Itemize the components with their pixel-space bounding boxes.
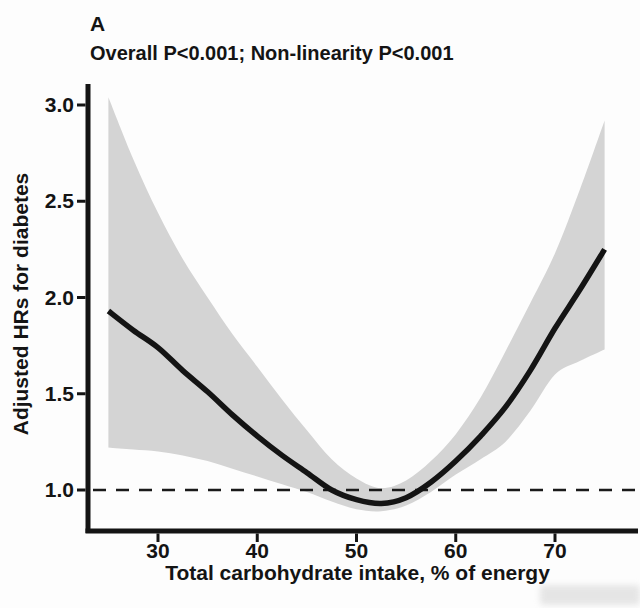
panel-label: A [90,12,105,36]
watermark-smudge [540,585,640,605]
x-tick-label: 70 [525,539,585,563]
x-tick-label: 30 [128,539,188,563]
plot-canvas [0,0,640,608]
y-tick-label: 2.0 [24,286,74,310]
x-tick-label: 60 [426,539,486,563]
spline-figure: A Overall P<0.001; Non-linearity P<0.001… [0,0,640,608]
x-axis-title: Total carbohydrate intake, % of energy [85,561,630,585]
pvalue-subtitle: Overall P<0.001; Non-linearity P<0.001 [90,42,454,65]
confidence-band [108,97,604,511]
x-tick-label: 40 [227,539,287,563]
y-tick-label: 2.5 [24,189,74,213]
y-tick-label: 1.5 [24,382,74,406]
y-tick-label: 1.0 [24,478,74,502]
y-tick-label: 3.0 [24,93,74,117]
x-tick-label: 50 [327,539,387,563]
